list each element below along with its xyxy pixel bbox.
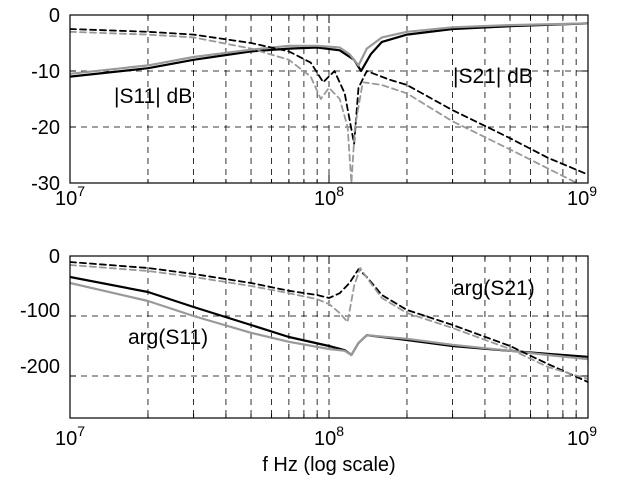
x-tick-label: 108: [314, 183, 344, 210]
series-line-2: [70, 261, 588, 383]
y-tick-label: -200: [20, 356, 60, 378]
series-line-3: [70, 264, 588, 380]
y-tick-label: 0: [49, 246, 60, 268]
magnitude-x-tick-labels: 107 108 109: [55, 183, 597, 210]
x-tick-label: 107: [55, 423, 85, 450]
s21-phase-annotation: arg(S21): [453, 277, 535, 300]
phase-axis-ticks: [70, 255, 588, 418]
y-tick-label: 0: [49, 5, 60, 27]
s11-phase-annotation: arg(S11): [128, 326, 208, 349]
magnitude-axis-ticks: [70, 14, 588, 184]
series-line-1: [70, 22, 588, 75]
series-line-3: [70, 30, 579, 183]
y-tick-label: -10: [31, 61, 60, 83]
x-axis-label: f Hz (log scale): [262, 454, 395, 476]
phase-chart: 0 -100 -200 107 108 109 arg(S21) arg(S11…: [20, 246, 597, 450]
magnitude-series-group: [70, 22, 588, 183]
x-tick-label: 108: [314, 423, 344, 450]
x-tick-label: 109: [567, 423, 597, 450]
magnitude-chart: 0 -10 -20 -30 107 108 109 |S11| dB |S21|…: [31, 5, 597, 210]
series-line-1: [70, 281, 588, 361]
phase-series-group: [70, 261, 588, 383]
magnitude-y-tick-labels: 0 -10 -20 -30: [31, 5, 60, 195]
phase-x-tick-labels: 107 108 109: [55, 423, 597, 450]
phase-y-tick-labels: 0 -100 -200: [20, 246, 60, 378]
x-tick-label: 109: [567, 183, 597, 210]
s11-magnitude-annotation: |S11| dB: [114, 85, 192, 108]
s21-magnitude-annotation: |S21| dB: [453, 65, 533, 88]
series-line-2: [70, 28, 588, 176]
x-tick-label: 107: [55, 183, 85, 210]
y-tick-label: -30: [31, 173, 60, 195]
y-tick-label: -100: [20, 300, 60, 322]
y-tick-label: -20: [31, 117, 60, 139]
